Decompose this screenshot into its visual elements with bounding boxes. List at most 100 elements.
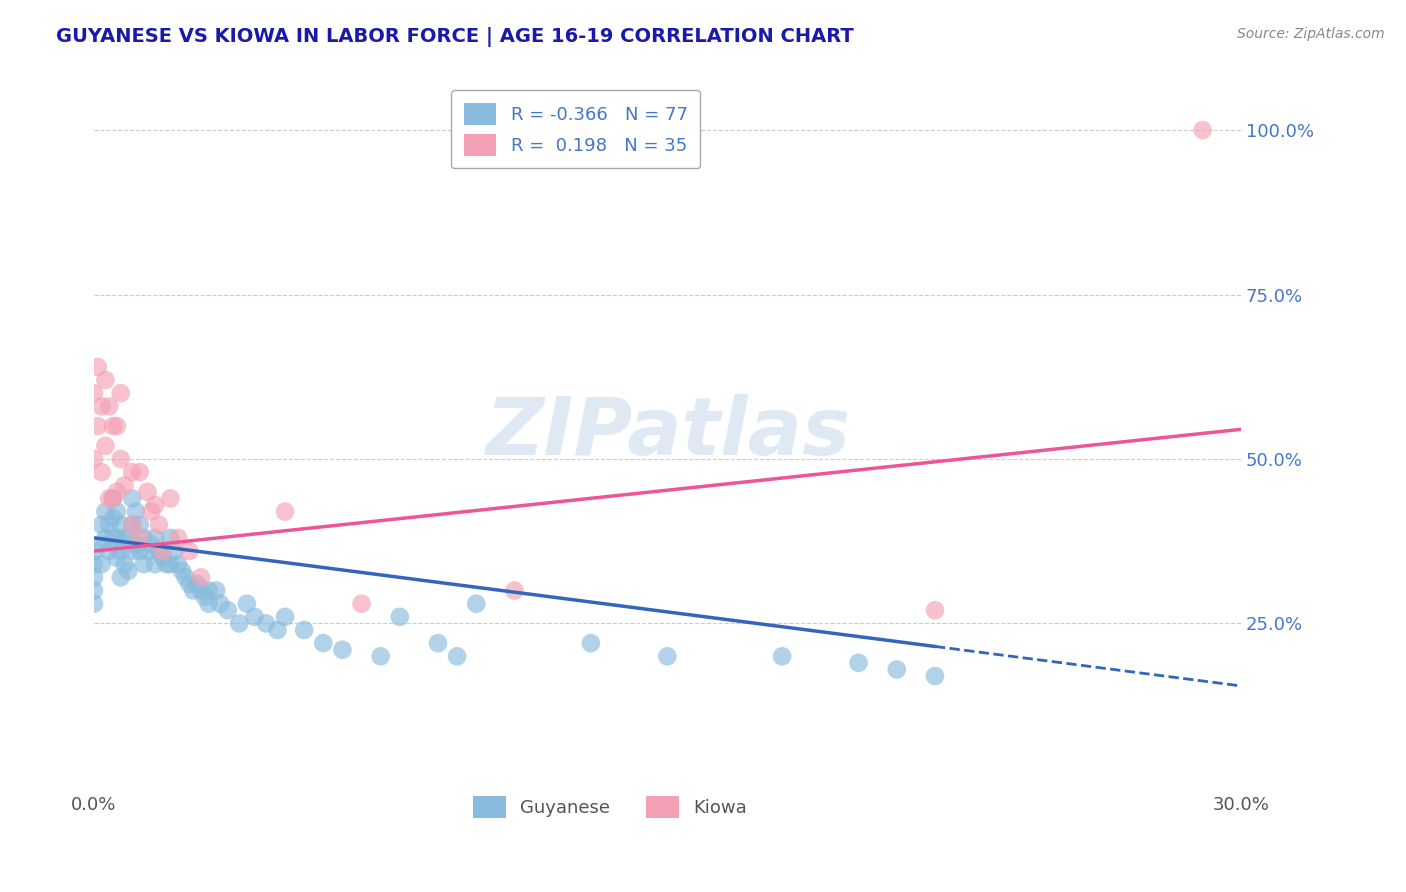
Point bbox=[465, 597, 488, 611]
Point bbox=[179, 577, 201, 591]
Point bbox=[125, 537, 148, 551]
Point bbox=[101, 531, 124, 545]
Point bbox=[159, 491, 181, 506]
Point bbox=[121, 465, 143, 479]
Point bbox=[209, 597, 232, 611]
Point bbox=[114, 478, 136, 492]
Point bbox=[388, 610, 411, 624]
Point bbox=[98, 491, 121, 506]
Point bbox=[274, 610, 297, 624]
Point bbox=[205, 583, 228, 598]
Point bbox=[152, 550, 174, 565]
Point bbox=[190, 583, 212, 598]
Point bbox=[292, 623, 315, 637]
Point bbox=[657, 649, 679, 664]
Point bbox=[155, 558, 177, 572]
Point bbox=[228, 616, 250, 631]
Point bbox=[197, 583, 219, 598]
Point bbox=[332, 642, 354, 657]
Point bbox=[110, 544, 132, 558]
Point bbox=[90, 517, 112, 532]
Point bbox=[350, 597, 373, 611]
Point bbox=[174, 570, 197, 584]
Point bbox=[98, 544, 121, 558]
Point bbox=[143, 498, 166, 512]
Point bbox=[128, 517, 150, 532]
Point bbox=[105, 484, 128, 499]
Point bbox=[121, 517, 143, 532]
Point bbox=[179, 544, 201, 558]
Point bbox=[94, 505, 117, 519]
Point bbox=[87, 419, 110, 434]
Point bbox=[236, 597, 259, 611]
Point bbox=[98, 400, 121, 414]
Point bbox=[83, 452, 105, 467]
Point bbox=[90, 400, 112, 414]
Point bbox=[101, 491, 124, 506]
Point bbox=[770, 649, 793, 664]
Point bbox=[83, 386, 105, 401]
Point bbox=[148, 517, 170, 532]
Point bbox=[924, 603, 946, 617]
Point bbox=[1191, 123, 1213, 137]
Point bbox=[136, 544, 159, 558]
Point bbox=[136, 484, 159, 499]
Text: Source: ZipAtlas.com: Source: ZipAtlas.com bbox=[1237, 27, 1385, 41]
Point bbox=[370, 649, 392, 664]
Point bbox=[83, 570, 105, 584]
Point bbox=[94, 531, 117, 545]
Point bbox=[121, 517, 143, 532]
Point bbox=[141, 505, 163, 519]
Point bbox=[167, 531, 190, 545]
Point bbox=[94, 373, 117, 387]
Point bbox=[83, 583, 105, 598]
Point bbox=[125, 505, 148, 519]
Point bbox=[101, 491, 124, 506]
Point bbox=[110, 570, 132, 584]
Point bbox=[132, 531, 155, 545]
Point bbox=[83, 558, 105, 572]
Point bbox=[427, 636, 450, 650]
Point bbox=[110, 517, 132, 532]
Point bbox=[143, 558, 166, 572]
Point bbox=[105, 419, 128, 434]
Point bbox=[114, 531, 136, 545]
Text: ZIPatlas: ZIPatlas bbox=[485, 393, 849, 472]
Point bbox=[90, 465, 112, 479]
Point bbox=[186, 577, 208, 591]
Point bbox=[121, 491, 143, 506]
Point bbox=[110, 386, 132, 401]
Point bbox=[194, 590, 217, 604]
Point bbox=[98, 517, 121, 532]
Point bbox=[121, 544, 143, 558]
Point bbox=[128, 465, 150, 479]
Point bbox=[924, 669, 946, 683]
Point bbox=[243, 610, 266, 624]
Point bbox=[312, 636, 335, 650]
Point bbox=[446, 649, 468, 664]
Point bbox=[87, 359, 110, 374]
Point bbox=[254, 616, 277, 631]
Point bbox=[197, 597, 219, 611]
Point bbox=[148, 544, 170, 558]
Point bbox=[503, 583, 526, 598]
Point bbox=[90, 558, 112, 572]
Point bbox=[101, 511, 124, 525]
Point bbox=[159, 558, 181, 572]
Point bbox=[90, 537, 112, 551]
Point bbox=[83, 544, 105, 558]
Legend: Guyanese, Kiowa: Guyanese, Kiowa bbox=[465, 789, 754, 825]
Point bbox=[274, 505, 297, 519]
Point bbox=[167, 558, 190, 572]
Point bbox=[110, 452, 132, 467]
Point bbox=[105, 531, 128, 545]
Text: GUYANESE VS KIOWA IN LABOR FORCE | AGE 16-19 CORRELATION CHART: GUYANESE VS KIOWA IN LABOR FORCE | AGE 1… bbox=[56, 27, 853, 46]
Point bbox=[128, 531, 150, 545]
Point bbox=[163, 544, 186, 558]
Point bbox=[143, 531, 166, 545]
Point bbox=[105, 550, 128, 565]
Point bbox=[117, 531, 139, 545]
Point bbox=[886, 663, 908, 677]
Point bbox=[141, 537, 163, 551]
Point bbox=[105, 505, 128, 519]
